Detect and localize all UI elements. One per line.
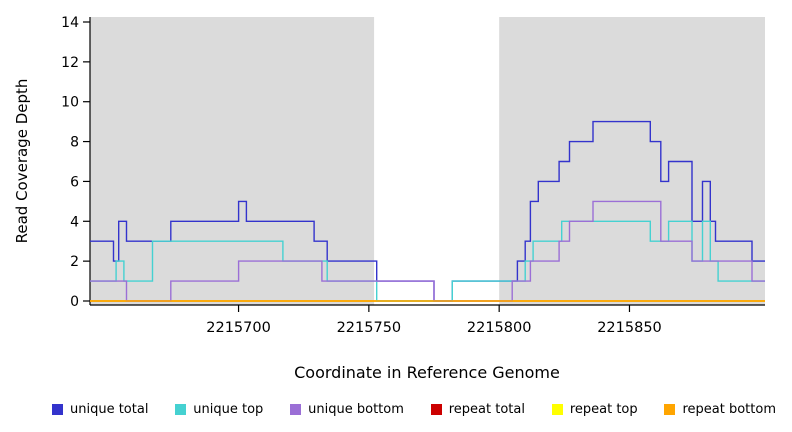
series-line-unique-total: [90, 120, 765, 302]
y-tick-label: 8: [70, 135, 79, 151]
legend-label-repeat-bottom: repeat bottom: [682, 402, 776, 417]
legend-item-repeat-top: repeat top: [551, 402, 638, 417]
legend-label-unique-total: unique total: [70, 402, 149, 417]
x-tick-label: 2215850: [597, 320, 662, 336]
legend-swatch-repeat-top: [551, 404, 563, 415]
legend-item-repeat-bottom: repeat bottom: [664, 402, 776, 417]
legend-label-unique-top: unique top: [193, 402, 264, 417]
legend-swatch-unique-top: [175, 404, 187, 415]
legend-swatch-repeat-bottom: [664, 404, 676, 415]
series-line-unique-top: [90, 220, 765, 302]
y-tick-label: 10: [61, 95, 79, 111]
y-tick-label: 14: [61, 15, 79, 31]
x-axis-label: Coordinate in Reference Genome: [294, 363, 560, 382]
y-tick-label: 2: [70, 254, 79, 270]
legend-item-repeat-total: repeat total: [430, 402, 525, 417]
legend-swatch-unique-bottom: [290, 404, 302, 415]
y-tick-label: 12: [61, 55, 79, 71]
legend-label-repeat-top: repeat top: [569, 402, 638, 417]
legend-label-repeat-total: repeat total: [448, 402, 525, 417]
y-tick-label: 6: [70, 174, 79, 190]
shaded-region: [499, 17, 765, 305]
x-tick-label: 2215750: [337, 320, 402, 336]
x-tick-label: 2215700: [206, 320, 271, 336]
y-axis-label: Read Coverage Depth: [13, 78, 31, 244]
legend-swatch-unique-total: [52, 404, 63, 415]
y-tick-label: 0: [70, 294, 79, 310]
x-tick-label: 2215800: [467, 320, 532, 336]
legend: unique total unique top unique bottom re…: [52, 402, 776, 417]
series-line-unique-bottom: [90, 200, 765, 302]
y-tick-label: 4: [70, 214, 79, 230]
legend-item-unique-bottom: unique bottom: [290, 402, 404, 417]
legend-item-unique-total: unique total: [52, 402, 148, 417]
legend-label-unique-bottom: unique bottom: [308, 402, 404, 417]
legend-item-unique-top: unique top: [175, 402, 263, 417]
legend-swatch-repeat-total: [430, 404, 442, 415]
